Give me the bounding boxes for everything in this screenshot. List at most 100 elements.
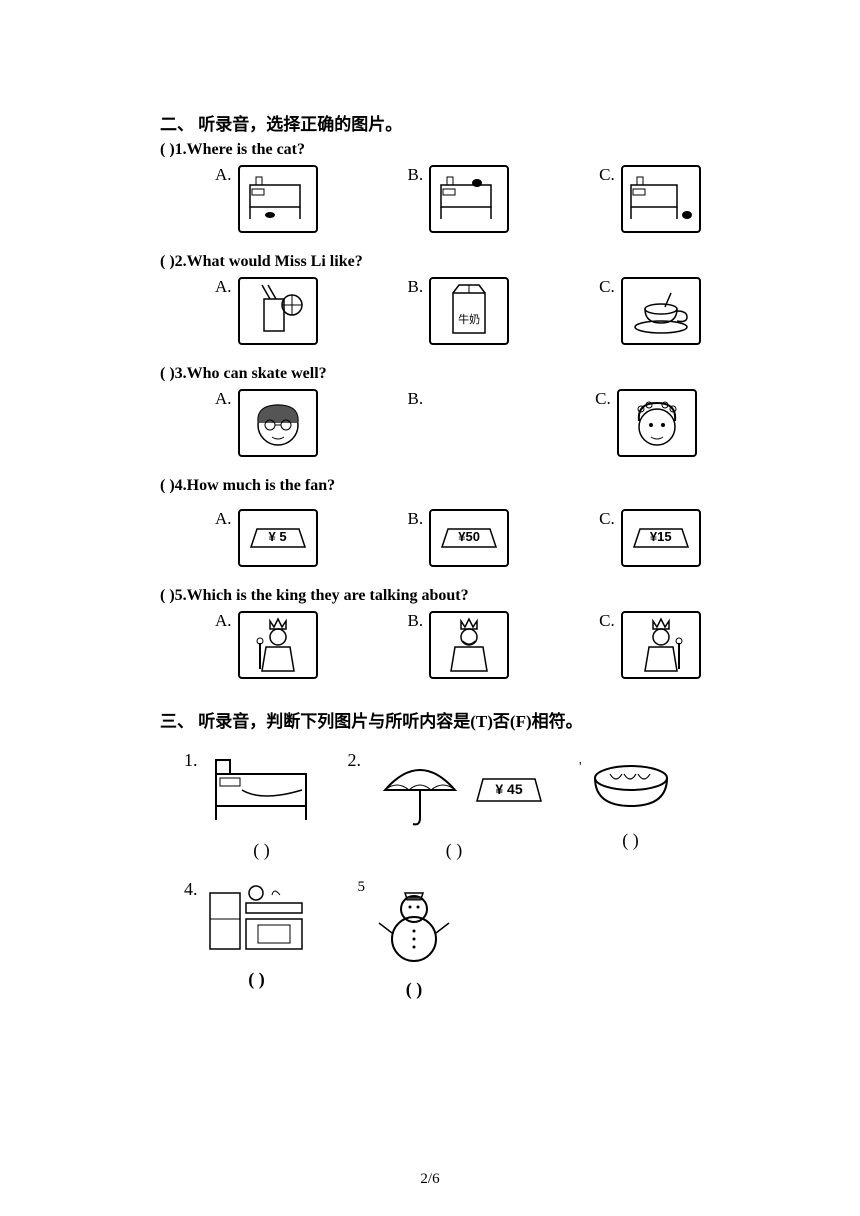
face-curly-icon bbox=[617, 389, 697, 457]
q2-line: ( )2.What would Miss Li like? bbox=[160, 253, 710, 271]
q1-option-c[interactable]: C. bbox=[599, 165, 701, 233]
q5-options: A. B. C. bbox=[215, 611, 710, 679]
coffee-icon bbox=[621, 277, 701, 345]
q2-option-a[interactable]: A. bbox=[215, 277, 318, 345]
tf-answer-2[interactable]: ( ) bbox=[446, 840, 463, 861]
q5-line: ( )5.Which is the king they are talking … bbox=[160, 587, 710, 605]
q5-option-b[interactable]: B. bbox=[408, 611, 510, 679]
tf-answer-5[interactable]: ( ) bbox=[406, 979, 423, 1000]
answer-blank[interactable]: ( ) bbox=[160, 253, 175, 270]
answer-blank[interactable]: ( ) bbox=[160, 587, 175, 604]
question-1: ( )1.Where is the cat? A. B. C. bbox=[160, 141, 710, 233]
tf-item-5: 5 ( ) bbox=[358, 879, 460, 1000]
empty-option-icon bbox=[429, 389, 505, 453]
q3-options: A. B. C. bbox=[215, 389, 710, 457]
q1-option-a[interactable]: A. bbox=[215, 165, 318, 233]
king-b-icon bbox=[429, 611, 509, 679]
q5-text: Which is the king they are talking about… bbox=[187, 587, 469, 604]
kitchen-icon bbox=[202, 879, 312, 959]
q4-line: ( )4.How much is the fan? bbox=[160, 477, 710, 495]
option-label-c: C. bbox=[595, 389, 611, 409]
option-label-c: C. bbox=[599, 611, 615, 631]
umbrella-price: ¥ 45 bbox=[475, 781, 543, 797]
big-bed-icon bbox=[202, 750, 322, 830]
bed-cat-under-icon bbox=[238, 165, 318, 233]
q5-option-a[interactable]: A. bbox=[215, 611, 318, 679]
answer-blank[interactable]: ( ) bbox=[160, 477, 175, 494]
tf-num-2: 2. bbox=[348, 750, 362, 771]
price-5-icon: ¥ 5 bbox=[238, 509, 318, 567]
section-3: 三、 听录音，判断下列图片与所听内容是(T)否(F)相符。 1. ( ) 2. bbox=[160, 707, 710, 1000]
option-label-b: B. bbox=[408, 277, 424, 297]
q3-option-c[interactable]: C. bbox=[595, 389, 697, 457]
price-text-c: ¥15 bbox=[632, 529, 690, 544]
milk-icon: 牛奶 bbox=[429, 277, 509, 345]
option-label-b: B. bbox=[408, 389, 424, 409]
q4-option-c[interactable]: C. ¥15 bbox=[599, 509, 701, 567]
option-label-b: B. bbox=[408, 509, 424, 529]
q3-option-b[interactable]: B. bbox=[408, 389, 506, 453]
snowman-icon bbox=[369, 879, 459, 969]
q4-option-b[interactable]: B. ¥50 bbox=[408, 509, 510, 567]
tf-num-5: 5 bbox=[358, 879, 366, 896]
q2-text: What would Miss Li like? bbox=[187, 253, 363, 270]
question-3: ( )3.Who can skate well? A. B. C. bbox=[160, 365, 710, 457]
section-3-title: 三、 听录音，判断下列图片与所听内容是(T)否(F)相符。 bbox=[160, 707, 710, 732]
option-label-a: A. bbox=[215, 277, 232, 297]
q2-options: A. B. 牛奶 C. bbox=[215, 277, 710, 345]
option-label-a: A. bbox=[215, 611, 232, 631]
price-text-b: ¥50 bbox=[440, 529, 498, 544]
tf-num-4: 4. bbox=[184, 879, 198, 900]
q1-num: 1 bbox=[175, 141, 183, 158]
milk-label: 牛奶 bbox=[431, 311, 507, 327]
tf-answer-1[interactable]: ( ) bbox=[253, 840, 270, 861]
q4-num: 4 bbox=[175, 477, 183, 494]
tf-row-1: 1. ( ) 2. bbox=[184, 750, 710, 861]
q3-line: ( )3.Who can skate well? bbox=[160, 365, 710, 383]
q1-line: ( )1.Where is the cat? bbox=[160, 141, 710, 159]
option-label-b: B. bbox=[408, 611, 424, 631]
q3-option-a[interactable]: A. bbox=[215, 389, 318, 457]
q2-num: 2 bbox=[175, 253, 183, 270]
option-label-c: C. bbox=[599, 165, 615, 185]
juice-icon bbox=[238, 277, 318, 345]
umbrella-icon bbox=[365, 750, 475, 830]
option-label-a: A. bbox=[215, 389, 232, 409]
tf-item-2: 2. ¥ 45 ( ) bbox=[348, 750, 544, 861]
bed-cat-beside-icon bbox=[621, 165, 701, 233]
option-label-a: A. bbox=[215, 165, 232, 185]
section-2-title: 二、 听录音，选择正确的图片。 bbox=[160, 110, 710, 135]
q4-options: A. ¥ 5 B. ¥50 C. bbox=[215, 509, 710, 567]
king-a-icon bbox=[238, 611, 318, 679]
tf-num-3: ' bbox=[579, 760, 582, 776]
tf-num-1: 1. bbox=[184, 750, 198, 771]
q1-options: A. B. C. bbox=[215, 165, 710, 233]
face-glasses-icon bbox=[238, 389, 318, 457]
tf-row-2: 4. ( ) 5 ( ) bbox=[184, 879, 710, 1000]
q1-option-b[interactable]: B. bbox=[408, 165, 510, 233]
option-label-a: A. bbox=[215, 509, 232, 529]
option-label-c: C. bbox=[599, 277, 615, 297]
tf-item-3: ' ( ) bbox=[579, 750, 676, 851]
answer-blank[interactable]: ( ) bbox=[160, 365, 175, 382]
q1-text: Where is the cat? bbox=[187, 141, 305, 158]
question-4: ( )4.How much is the fan? A. ¥ 5 B. bbox=[160, 477, 710, 567]
answer-blank[interactable]: ( ) bbox=[160, 141, 175, 158]
q5-option-c[interactable]: C. bbox=[599, 611, 701, 679]
page-number: 2/6 bbox=[0, 1171, 860, 1188]
q3-text: Who can skate well? bbox=[187, 365, 327, 382]
price-50-icon: ¥50 bbox=[429, 509, 509, 567]
tf-item-1: 1. ( ) bbox=[184, 750, 322, 861]
tf-answer-4[interactable]: ( ) bbox=[248, 969, 265, 990]
q3-num: 3 bbox=[175, 365, 183, 382]
option-label-c: C. bbox=[599, 509, 615, 529]
question-5: ( )5.Which is the king they are talking … bbox=[160, 587, 710, 679]
q2-option-b[interactable]: B. 牛奶 bbox=[408, 277, 510, 345]
q5-num: 5 bbox=[175, 587, 183, 604]
worksheet-page: 二、 听录音，选择正确的图片。 ( )1.Where is the cat? A… bbox=[0, 0, 860, 1000]
q4-option-a[interactable]: A. ¥ 5 bbox=[215, 509, 318, 567]
bed-cat-on-icon bbox=[429, 165, 509, 233]
tf-item-4: 4. ( ) bbox=[184, 879, 312, 990]
q2-option-c[interactable]: C. bbox=[599, 277, 701, 345]
tf-answer-3[interactable]: ( ) bbox=[622, 830, 639, 851]
